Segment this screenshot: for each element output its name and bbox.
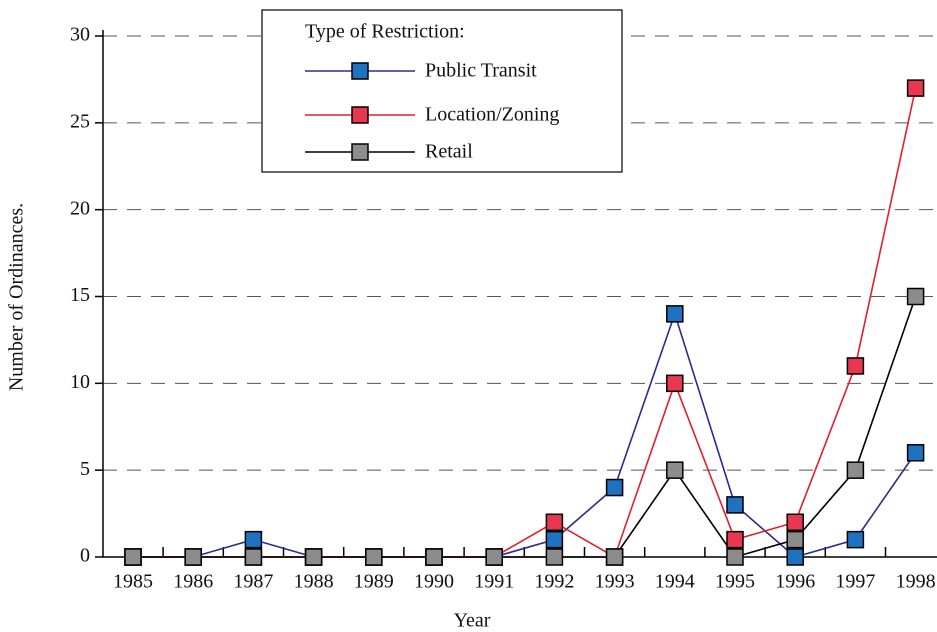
marker <box>906 444 925 462</box>
marker <box>545 530 564 549</box>
marker <box>485 548 503 566</box>
y-axis-label: Number of Ordinances. <box>6 203 28 391</box>
legend-title: Type of Restriction: <box>305 21 465 43</box>
x-tick-label: 1996 <box>775 571 815 593</box>
legend-marker <box>351 143 369 161</box>
marker <box>726 530 744 549</box>
x-tick-label: 1989 <box>354 571 394 593</box>
marker <box>545 513 564 532</box>
marker <box>786 513 804 532</box>
marker <box>846 461 865 479</box>
marker <box>906 287 925 306</box>
marker <box>786 548 804 566</box>
marker <box>846 357 865 375</box>
x-tick-label: 1995 <box>715 571 755 593</box>
marker <box>666 305 684 323</box>
legend-label: Retail <box>425 141 473 163</box>
marker <box>605 478 624 497</box>
x-tick-label: 1994 <box>655 571 695 593</box>
x-tick-label: 1986 <box>173 571 213 593</box>
marker <box>244 548 263 566</box>
x-tick-label: 1990 <box>414 571 454 593</box>
x-tick-label: 1992 <box>534 571 574 593</box>
marker <box>124 548 142 566</box>
legend-box <box>261 9 623 173</box>
y-tick-label: 25 <box>70 110 90 132</box>
legend-label: Location/Zoning <box>425 104 559 126</box>
y-tick-label: 30 <box>70 24 90 46</box>
marker <box>545 548 564 566</box>
legend: Type of Restriction: Public Transit Locati… <box>261 9 623 173</box>
x-tick-label: 1997 <box>835 571 875 593</box>
y-tick-label: 20 <box>70 197 90 219</box>
marker <box>666 374 684 393</box>
legend-marker <box>351 62 369 80</box>
y-tick-label: 15 <box>70 284 90 306</box>
marker <box>365 548 383 566</box>
marker <box>726 548 744 566</box>
marker <box>666 461 684 479</box>
y-tick-label: 10 <box>70 371 90 393</box>
x-tick-label: 1988 <box>294 571 334 593</box>
y-tick-label: 0 <box>80 545 90 567</box>
x-tick-label: 1993 <box>595 571 635 593</box>
marker <box>605 548 624 566</box>
legend-marker <box>351 106 369 124</box>
marker <box>425 548 443 566</box>
x-tick-label: 1991 <box>474 571 514 593</box>
y-tick-label: 5 <box>80 458 90 480</box>
series-line <box>133 311 917 558</box>
x-tick-label: 1985 <box>113 571 153 593</box>
marker <box>846 530 865 549</box>
marker <box>244 530 263 549</box>
x-tick-label: 1987 <box>233 571 273 593</box>
x-axis-label: Year <box>454 610 491 632</box>
legend-label: Public Transit <box>425 60 537 82</box>
marker <box>726 496 744 514</box>
marker <box>304 548 323 566</box>
x-tick-label: 1998 <box>896 571 936 593</box>
marker <box>184 548 202 566</box>
series-line <box>133 296 917 558</box>
marker <box>786 530 804 549</box>
marker <box>906 79 925 97</box>
